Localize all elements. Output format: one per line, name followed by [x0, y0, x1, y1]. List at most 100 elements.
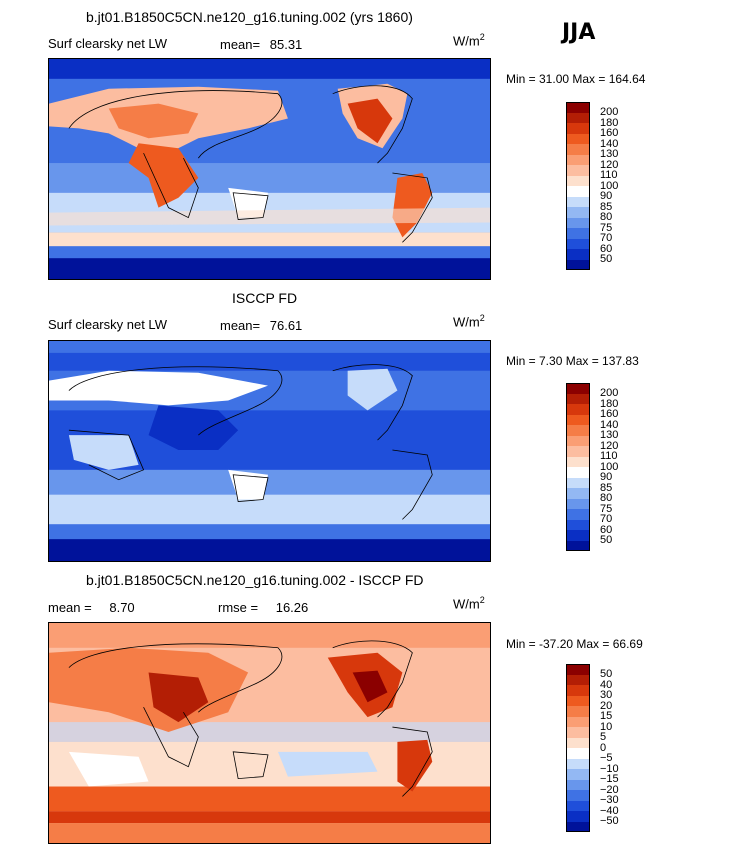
colorbar-tick-label: 85 [600, 481, 613, 494]
units-label: W/m2 [453, 595, 485, 612]
colorbar-tick-label: −5 [600, 752, 613, 764]
colorbar-swatch [566, 519, 590, 530]
colorbar-swatch [566, 674, 590, 685]
colorbar-swatch [566, 102, 590, 113]
colorbar-tick-label: 140 [600, 418, 619, 431]
map-obs-field [49, 341, 490, 561]
map-diff [48, 622, 491, 844]
colorbar-tick-label: 90 [600, 471, 613, 483]
colorbar-swatch [566, 228, 590, 239]
colorbar-swatch [566, 238, 590, 249]
mean-value: 85.31 [269, 37, 303, 52]
colorbar-swatch [566, 175, 590, 186]
rmse-label: rmse = [218, 600, 259, 615]
colorbar-swatch [566, 695, 590, 706]
colorbar-tick-label: 60 [600, 242, 613, 255]
colorbar-tick-label: 50 [600, 253, 613, 265]
colorbar-swatch [566, 383, 590, 394]
colorbar-tick-label: 100 [600, 460, 619, 473]
colorbar-tick-label: 10 [600, 720, 613, 733]
colorbar-swatch [566, 811, 590, 822]
colorbar-swatch [566, 509, 590, 520]
colorbar-tick-label: 200 [600, 106, 619, 118]
colorbar-swatch [566, 664, 590, 675]
colorbar-labels: 50 40 30 20 15 10 5 0 −5 −10 −15 −20 −30 −40 −50 [600, 669, 619, 827]
colorbar-swatch [566, 790, 590, 801]
colorbar-tick-label: 110 [600, 450, 618, 462]
colorbar-swatch [566, 186, 590, 197]
minmax-text: Min = 7.30 Max = 137.83 [506, 354, 639, 368]
minmax-text: Min = -37.20 Max = 66.69 [506, 637, 643, 651]
panel-title: b.jt01.B1850C5CN.ne120_g16.tuning.002 - … [86, 572, 424, 588]
colorbar-labels: 200 180 160 140 130 120 110 100 90 85 80 75 70 60 50 [600, 107, 618, 265]
colorbar-tick-label: 140 [600, 137, 619, 150]
colorbar-swatch [566, 530, 590, 541]
colorbar-swatch [566, 196, 590, 207]
colorbar-swatch [566, 393, 590, 404]
colorbar-tick-label: 130 [600, 148, 619, 160]
colorbar-tick-label: 70 [600, 232, 613, 244]
colorbar-swatch [566, 165, 590, 176]
colorbar-tick-label: 110 [600, 169, 618, 181]
colorbar-tick-label: 200 [600, 387, 619, 399]
colorbar-tick-label: 80 [600, 492, 613, 504]
rmse-value: 16.26 [275, 600, 309, 615]
colorbar-swatch [566, 456, 590, 467]
colorbar-swatch [566, 685, 590, 696]
colorbar-tick-label: 0 [600, 741, 607, 754]
minmax-text: Min = 31.00 Max = 164.64 [506, 72, 646, 86]
colorbar-swatch [566, 446, 590, 457]
colorbar-swatch [566, 498, 590, 509]
colorbar-tick-label: 90 [600, 190, 613, 202]
colorbar-swatch [566, 727, 590, 738]
colorbar-swatch [566, 425, 590, 436]
colorbar-swatch [566, 800, 590, 811]
variable-label: Surf clearsky net LW [48, 317, 167, 332]
colorbar-tick-label: −40 [600, 804, 619, 817]
colorbar-tick-label: 75 [600, 221, 613, 234]
map-obs [48, 340, 491, 562]
units-label: W/m2 [453, 32, 485, 49]
colorbar-tick-label: 60 [600, 523, 613, 536]
colorbar-swatch [566, 154, 590, 165]
colorbar-tick-label: −10 [600, 762, 619, 775]
colorbar-swatch [566, 249, 590, 260]
colorbar-tick-label: 75 [600, 502, 613, 515]
colorbar-swatch [566, 123, 590, 134]
colorbar [566, 102, 590, 270]
colorbar-swatch [566, 435, 590, 446]
panel-title: ISCCP FD [232, 290, 298, 306]
map-model-field [49, 59, 490, 279]
colorbar-tick-label: 30 [600, 689, 613, 701]
colorbar-tick-label: 120 [600, 158, 619, 171]
colorbar-swatch [566, 758, 590, 769]
colorbar-tick-label: −20 [600, 783, 619, 796]
colorbar-swatch [566, 821, 590, 832]
colorbar-tick-label: 130 [600, 429, 619, 441]
colorbar-swatch [566, 748, 590, 759]
colorbar-swatch [566, 144, 590, 155]
mean-label: mean= [220, 318, 261, 333]
variable-label: Surf clearsky net LW [48, 36, 167, 51]
colorbar-tick-label: 70 [600, 513, 613, 525]
colorbar-swatch [566, 540, 590, 551]
map-model [48, 58, 491, 280]
colorbar-swatch [566, 716, 590, 727]
panel-title: b.jt01.B1850C5CN.ne120_g16.tuning.002 (y… [86, 9, 413, 25]
colorbar-tick-label: 50 [600, 668, 613, 680]
season-label: JJA [562, 20, 596, 45]
colorbar-tick-label: 180 [600, 397, 619, 410]
colorbar-tick-label: 100 [600, 179, 619, 192]
mean-value: 8.70 [109, 600, 135, 615]
colorbar-swatch [566, 477, 590, 488]
mean-label: mean = [48, 600, 92, 615]
colorbar-tick-label: 160 [600, 127, 619, 139]
mean-label: mean= [220, 37, 261, 52]
colorbar-tick-label: −15 [600, 773, 619, 785]
mean-value: 76.61 [269, 318, 303, 333]
units-label: W/m2 [453, 313, 485, 330]
colorbar-swatch [566, 404, 590, 415]
colorbar-swatch [566, 133, 590, 144]
colorbar-swatch [566, 779, 590, 790]
colorbar-swatch [566, 467, 590, 478]
